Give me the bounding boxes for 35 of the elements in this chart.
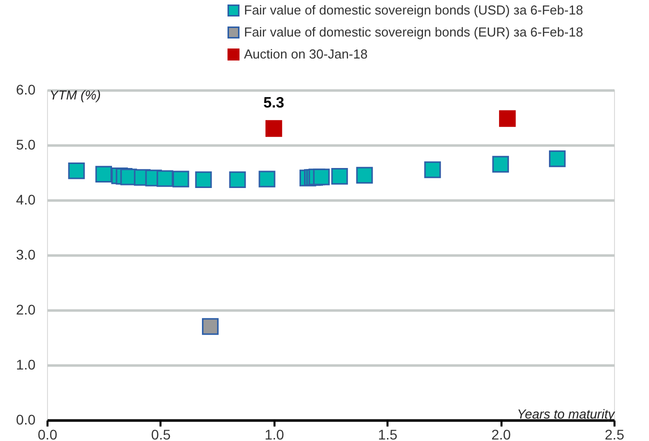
x-tick-label: 1.0 (264, 426, 284, 441)
point (331, 168, 348, 185)
point (313, 168, 330, 186)
x-tick-label: 0.0 (38, 426, 58, 441)
y-tick-label: 5.0 (16, 136, 36, 152)
point (229, 171, 246, 188)
x-axis-title: Years to maturity (516, 406, 616, 422)
point (548, 150, 566, 168)
point (265, 120, 282, 137)
y-tick-label: 0.0 (16, 412, 36, 428)
point (68, 162, 85, 180)
x-tick-label: 2.5 (604, 426, 624, 441)
data-label: 5.3 (263, 94, 284, 112)
y-tick-label: 2.0 (16, 302, 36, 318)
y-tick-label: 1.0 (16, 356, 36, 372)
point (172, 170, 190, 188)
point (202, 318, 219, 335)
y-tick-label: 4.0 (16, 192, 36, 208)
y-axis-title: YTM (%) (50, 88, 101, 102)
point (258, 170, 276, 188)
point (499, 110, 516, 127)
point (195, 171, 212, 188)
x-tick-label: 1.5 (378, 426, 398, 441)
x-tick-label: 2.0 (491, 426, 512, 441)
y-tick-label: 6.0 (16, 82, 36, 98)
y-tick-label: 3.0 (16, 246, 36, 262)
legend-label: Auction on 30-Jan-18 (244, 46, 368, 62)
point (156, 170, 174, 187)
point (492, 156, 509, 173)
point (95, 166, 112, 182)
legend-label: Fair value of domestic sovereign bonds (EUR) за 6-Feb-18 (244, 24, 584, 40)
legend-label: Fair value of domestic sovereign bonds (USD) за 6-Feb-18 (244, 2, 584, 18)
point (356, 166, 373, 184)
x-tick-label: 0.5 (151, 426, 171, 441)
point (424, 161, 441, 178)
